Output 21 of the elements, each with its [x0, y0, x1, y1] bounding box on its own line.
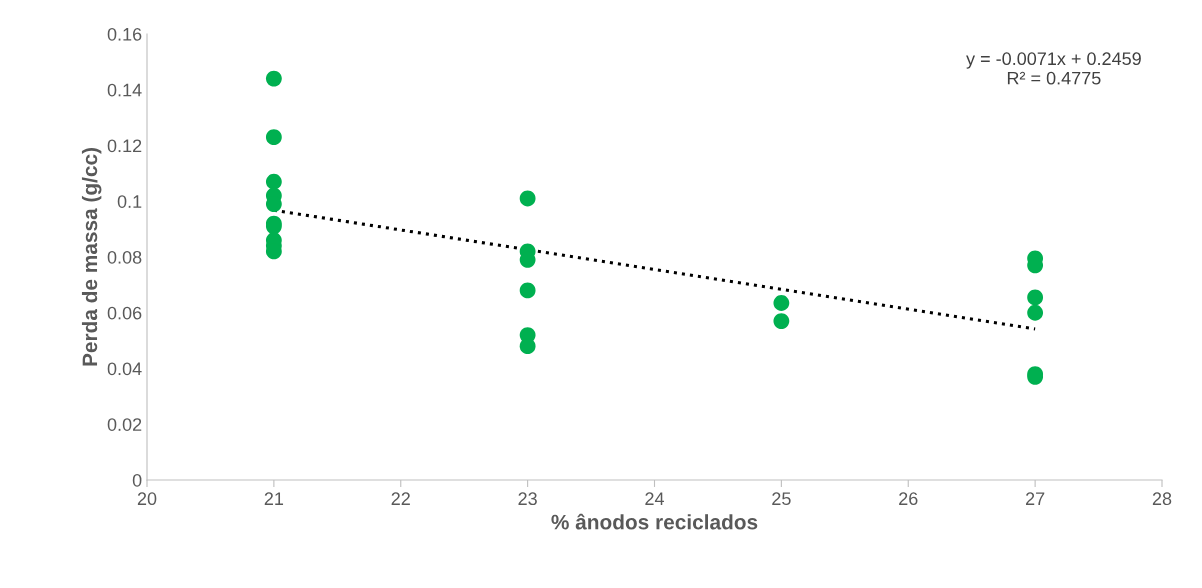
y-tick-label: 0.12 [107, 139, 142, 153]
y-tick-label: 0 [132, 473, 142, 487]
x-tick-label: 20 [137, 492, 157, 506]
x-tick-label: 25 [772, 492, 791, 506]
y-axis-title: Perda de massa (g/cc) [81, 148, 102, 366]
x-tick-label: 26 [899, 492, 918, 506]
y-tick-label: 0.02 [107, 418, 142, 431]
x-tick-label: 28 [1152, 492, 1172, 506]
x-axis-title: % ânodos reciclados [551, 513, 758, 530]
y-tick-label: 0.1 [117, 195, 142, 208]
x-tick-label: 27 [1025, 492, 1045, 505]
y-tick-label: 0.08 [107, 250, 142, 264]
x-tick-label: 23 [518, 492, 537, 506]
y-tick-label: 0.06 [107, 306, 142, 320]
y-tick-label: 0.04 [107, 362, 142, 376]
x-tick-label: 22 [391, 492, 410, 505]
y-tick-label: 0.16 [107, 27, 142, 41]
annotation: y = -0.0071x + 0.2459 R² = 0.4775 [966, 52, 1141, 85]
y-tick-label: 0.14 [107, 83, 142, 97]
x-tick-label: 24 [645, 492, 665, 505]
x-tick-label: 21 [264, 492, 284, 505]
